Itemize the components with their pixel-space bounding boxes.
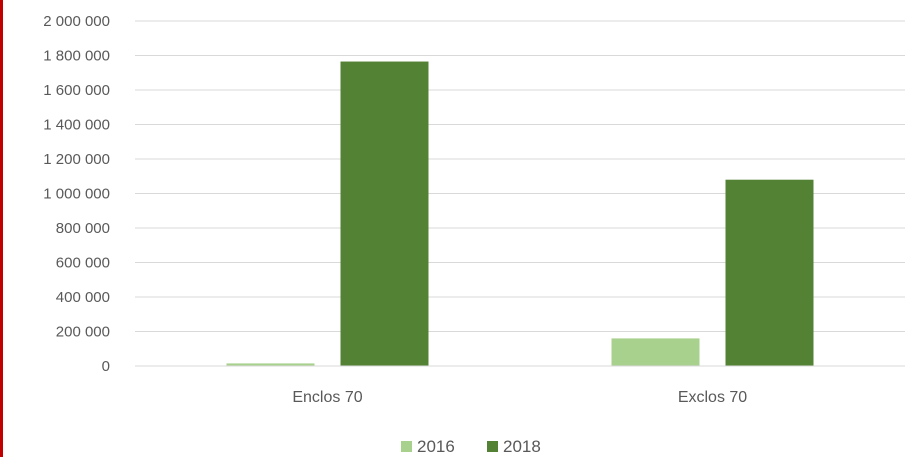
y-tick-label: 400 000	[56, 289, 110, 306]
x-axis-ticks: Enclos 70 Exclos 70	[292, 389, 747, 406]
y-tick-label: 800 000	[56, 220, 110, 237]
x-tick-label: Enclos 70	[292, 389, 362, 406]
y-tick-label: 1 200 000	[43, 151, 110, 168]
y-tick-label: 1 000 000	[43, 186, 110, 203]
bar-2018-enclos-70	[340, 61, 429, 366]
left-border-accent	[0, 0, 3, 457]
y-tick-label: 600 000	[56, 255, 110, 272]
y-tick-label: 1 400 000	[43, 117, 110, 134]
y-tick-label: 0	[102, 358, 110, 375]
y-axis-ticks: 0 200 000 400 000 600 000 800 000 1 000 000 1 …	[43, 13, 110, 375]
y-tick-label: 1 800 000	[43, 48, 110, 65]
legend-swatch-2016	[401, 441, 412, 452]
y-tick-label: 2 000 000	[43, 13, 110, 30]
y-tick-label: 1 600 000	[43, 82, 110, 99]
legend-label-2016: 2016	[417, 437, 455, 456]
legend-swatch-2018	[487, 441, 498, 452]
y-tick-label: 200 000	[56, 324, 110, 341]
legend-label-2018: 2018	[503, 437, 541, 456]
legend: 2016 2018	[401, 437, 541, 456]
bar-2016-exclos-70	[611, 338, 700, 366]
gridlines	[135, 20, 905, 332]
bars	[226, 61, 814, 366]
bar-2016-enclos-70	[226, 363, 315, 366]
x-tick-label: Exclos 70	[678, 389, 747, 406]
bar-2018-exclos-70	[725, 179, 814, 366]
